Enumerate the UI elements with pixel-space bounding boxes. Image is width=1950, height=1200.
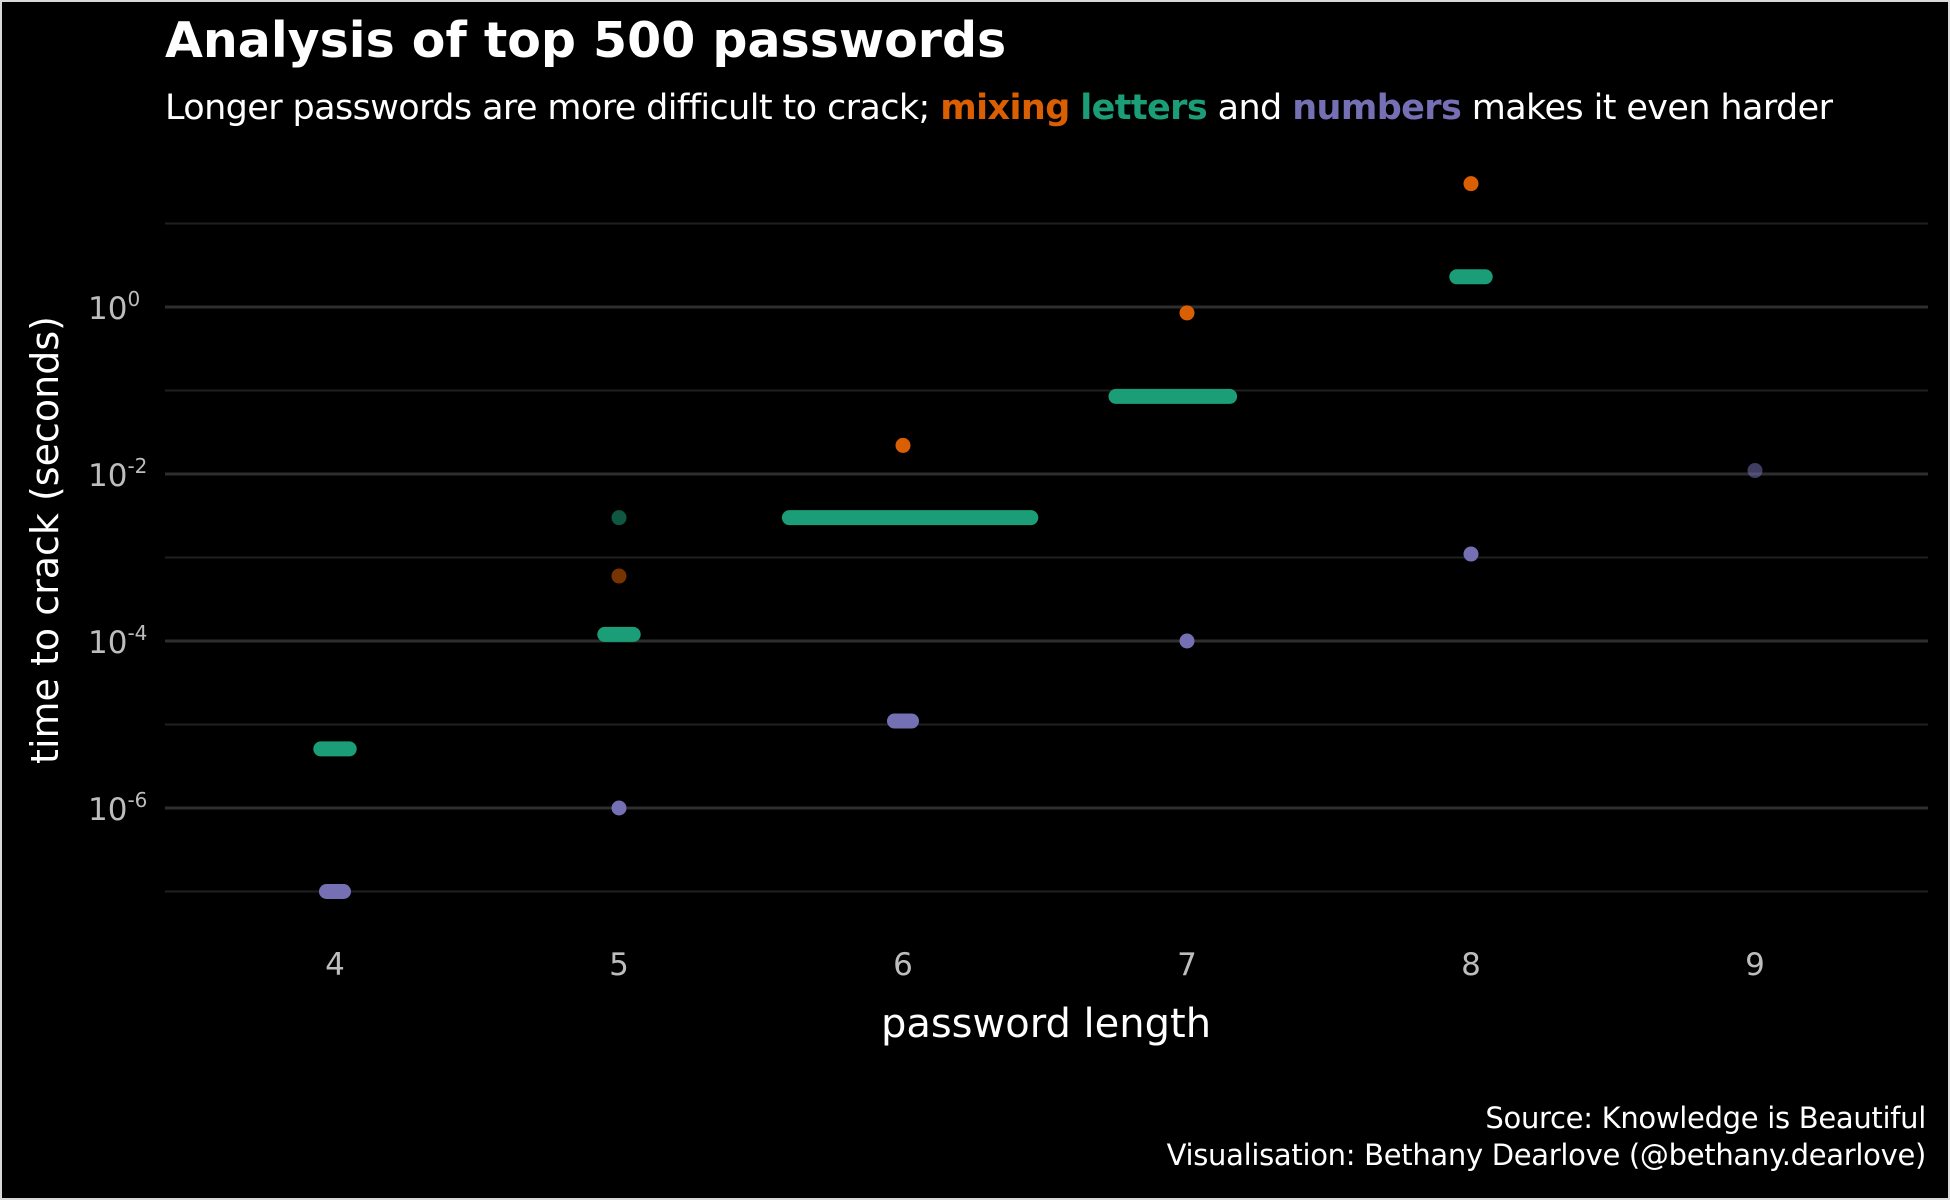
y-tick-label: 10-2 [88, 454, 147, 494]
numbers-point [611, 800, 627, 816]
y-tick-exponent: -4 [127, 621, 147, 645]
y-tick-exponent: -6 [127, 788, 147, 812]
x-tick-label: 4 [325, 947, 345, 983]
letters-point [611, 510, 627, 526]
x-axis-label: password length [881, 1001, 1211, 1047]
chart-title: Analysis of top 500 passwords [165, 12, 1007, 69]
data-points [313, 176, 1763, 899]
subtitle-word-mixing: mixing [940, 88, 1070, 128]
x-tick-label: 8 [1461, 947, 1481, 983]
subtitle-text-1: Longer passwords are more difficult to c… [165, 88, 930, 128]
y-tick-label: 10-6 [88, 788, 147, 828]
gridlines [165, 222, 1928, 893]
mixing-point [895, 437, 911, 453]
x-axis-ticks: 4 5 6 7 8 9 [325, 947, 1765, 983]
y-tick-label: 10-4 [88, 621, 147, 661]
subtitle-word-letters: letters [1080, 88, 1208, 128]
mixing-point [611, 568, 627, 584]
numbers-point [1747, 463, 1763, 479]
caption-source: Source: Knowledge is Beautiful [1485, 1101, 1926, 1135]
y-axis-label: time to crack (seconds) [23, 316, 67, 764]
y-tick-base: 10 [88, 291, 127, 327]
caption: Source: Knowledge is Beautiful Visualisa… [1166, 1100, 1927, 1174]
chart-subtitle: Longer passwords are more difficult to c… [165, 88, 1833, 128]
subtitle-word-numbers: numbers [1292, 88, 1462, 128]
x-tick-label: 7 [1177, 947, 1197, 983]
x-tick-label: 5 [609, 947, 629, 983]
caption-author: Visualisation: Bethany Dearlove (@bethan… [1166, 1138, 1927, 1172]
y-tick-exponent: 0 [127, 287, 140, 311]
y-tick-base: 10 [88, 792, 127, 828]
subtitle-text-2: makes it even harder [1471, 88, 1833, 128]
y-tick-label: 100 [88, 287, 140, 327]
numbers-point [1463, 546, 1479, 562]
x-tick-label: 6 [893, 947, 913, 983]
numbers-point [1179, 633, 1195, 649]
y-tick-exponent: -2 [127, 454, 147, 478]
mixing-point [1463, 176, 1479, 192]
x-tick-label: 9 [1745, 947, 1765, 983]
subtitle-word-and: and [1217, 88, 1283, 128]
mixing-point [1179, 305, 1195, 321]
y-tick-base: 10 [88, 625, 127, 661]
y-tick-base: 10 [88, 458, 127, 494]
